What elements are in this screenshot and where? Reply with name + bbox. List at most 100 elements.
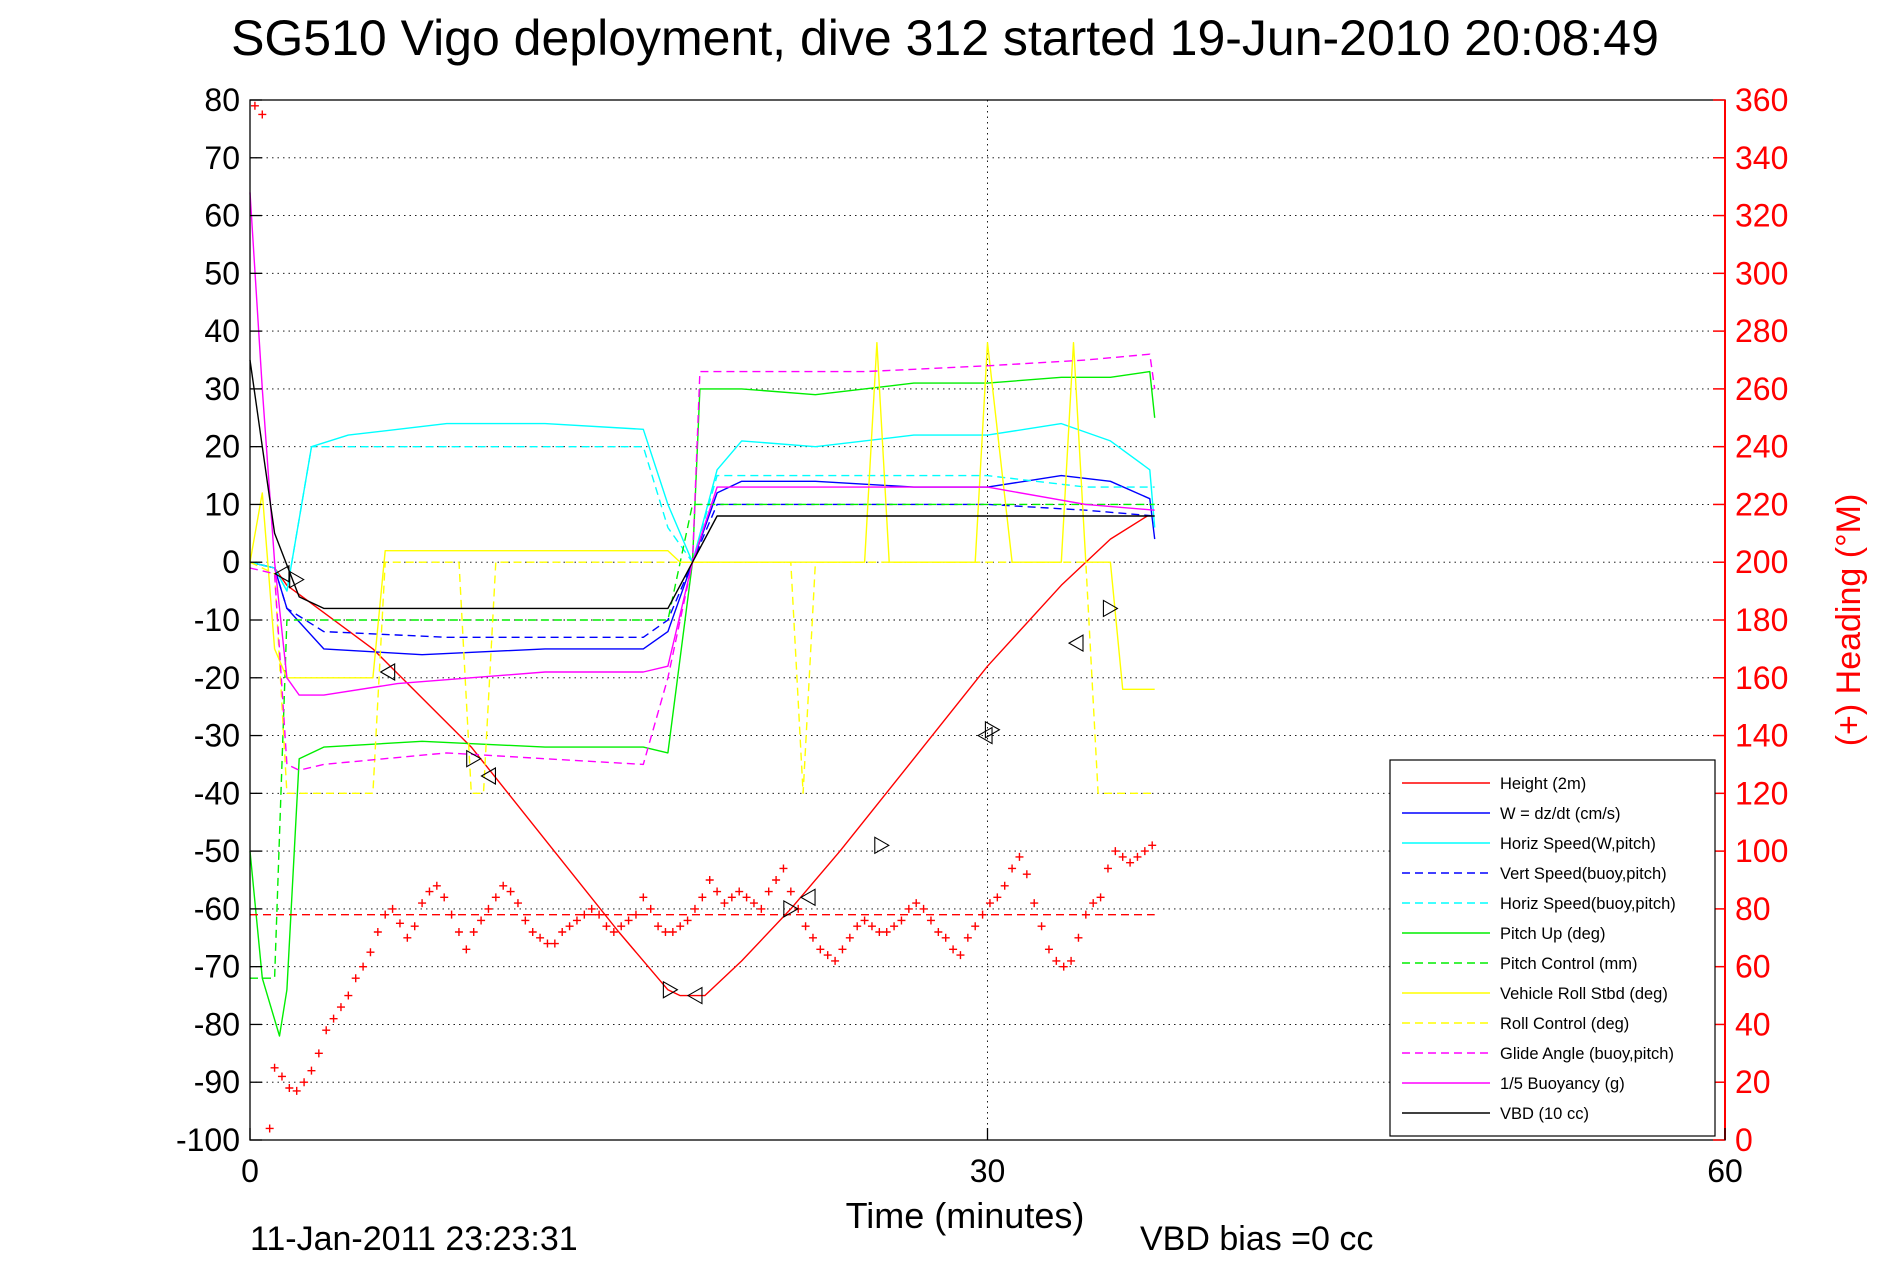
heading-marker <box>418 899 427 908</box>
legend-box <box>1389 759 1716 1137</box>
heading-marker <box>661 928 670 936</box>
heading-marker <box>676 922 685 931</box>
heading-marker <box>314 1049 323 1058</box>
heading-marker <box>720 899 729 908</box>
heading-marker <box>329 1014 338 1023</box>
heading-marker <box>801 922 810 931</box>
heading-marker <box>1037 922 1046 931</box>
y-right-tick-label: 140 <box>1735 718 1788 754</box>
heading-marker <box>838 945 847 954</box>
heading-marker <box>366 948 375 957</box>
series-line-vbd-10-cc <box>249 359 1155 610</box>
heading-marker <box>322 1026 331 1035</box>
y-tick-label: 10 <box>204 486 240 522</box>
legend-label: Vehicle Roll Stbd (deg) <box>1500 985 1668 1003</box>
y-right-tick-label: 280 <box>1735 313 1788 349</box>
heading-marker <box>300 1078 309 1087</box>
y-tick-label: -100 <box>176 1122 240 1158</box>
y-right-tick-label: 240 <box>1735 429 1788 465</box>
heading-marker <box>1148 841 1157 850</box>
heading-marker <box>447 910 456 919</box>
heading-marker <box>307 1066 316 1075</box>
heading-marker <box>359 962 368 971</box>
y-tick-label: -80 <box>194 1006 240 1042</box>
y-tick-label: 70 <box>204 140 240 176</box>
y-tick-label: 40 <box>204 313 240 349</box>
heading-marker <box>926 916 935 925</box>
heading-marker <box>602 922 611 931</box>
heading-marker <box>860 916 869 925</box>
heading-marker <box>1096 893 1105 902</box>
y-axis-right-label: (+) Heading (°M) <box>1830 494 1868 747</box>
y-right-tick-label: 120 <box>1735 775 1788 811</box>
heading-marker <box>1103 864 1112 873</box>
heading-marker <box>469 928 478 936</box>
heading-marker <box>572 916 581 925</box>
heading-marker <box>565 922 574 931</box>
heading-marker <box>698 893 707 902</box>
y-right-tick-label: 200 <box>1735 544 1788 580</box>
heading-marker <box>867 922 876 931</box>
heading-marker <box>1067 956 1076 965</box>
legend-label: Pitch Up (deg) <box>1500 925 1605 943</box>
heading-marker <box>705 876 714 884</box>
heading-marker <box>351 974 360 983</box>
y-tick-label: -60 <box>194 891 240 927</box>
y-tick-label: 20 <box>204 429 240 465</box>
heading-marker <box>432 881 441 890</box>
legend-label: Glide Angle (buoy,pitch) <box>1500 1045 1674 1063</box>
heading-marker <box>587 904 596 913</box>
heading-marker <box>654 922 663 931</box>
heading-marker <box>250 101 259 110</box>
heading-marker <box>919 904 928 913</box>
heading-marker <box>1030 899 1039 908</box>
heading-marker <box>786 887 795 896</box>
height-marker <box>480 767 497 785</box>
heading-marker <box>808 933 817 942</box>
heading-marker <box>277 1072 286 1081</box>
heading-marker <box>1052 956 1061 965</box>
heading-marker <box>1074 933 1083 942</box>
series-line-w-dz-dt-cm-s <box>249 474 1156 656</box>
heading-marker <box>1089 899 1098 908</box>
heading-marker <box>543 939 552 948</box>
heading-marker <box>764 887 773 896</box>
legend-label: Roll Control (deg) <box>1500 1015 1629 1033</box>
heading-marker <box>993 893 1002 902</box>
heading-marker <box>897 916 906 925</box>
heading-marker <box>292 1086 301 1095</box>
heading-marker <box>639 893 648 902</box>
heading-marker <box>258 110 267 119</box>
y-right-tick-label: 300 <box>1735 255 1788 291</box>
y-right-tick-label: 260 <box>1735 371 1788 407</box>
heading-marker <box>440 893 449 902</box>
heading-marker <box>395 919 404 928</box>
heading-marker <box>1133 852 1142 861</box>
heading-marker <box>668 928 677 936</box>
y-tick-label: -30 <box>194 718 240 754</box>
legend-label: Height (2m) <box>1500 775 1586 793</box>
heading-marker <box>373 928 382 936</box>
series-line-vert-speed-buoy-pitch <box>249 503 1155 638</box>
heading-marker <box>735 887 744 896</box>
x-tick-label: 30 <box>970 1153 1006 1189</box>
heading-marker <box>683 916 692 925</box>
y-right-tick-label: 0 <box>1735 1122 1753 1158</box>
heading-marker <box>1000 881 1009 890</box>
heading-marker <box>1126 858 1135 867</box>
y-right-tick-label: 160 <box>1735 660 1788 696</box>
y-right-tick-label: 340 <box>1735 140 1788 176</box>
y-tick-label: 0 <box>222 544 240 580</box>
y-tick-label: -50 <box>194 833 240 869</box>
heading-marker <box>1022 870 1031 879</box>
heading-marker <box>454 928 463 936</box>
heading-marker <box>882 928 891 936</box>
heading-marker <box>521 916 530 925</box>
heading-marker <box>1059 962 1068 971</box>
legend-label: VBD (10 cc) <box>1500 1105 1589 1123</box>
series-line-height-2m <box>249 515 1148 997</box>
heading-marker <box>934 928 943 936</box>
heading-marker <box>742 893 751 902</box>
series-line-1-5-buoyancy-g <box>249 192 1155 696</box>
height-marker <box>1067 634 1084 653</box>
